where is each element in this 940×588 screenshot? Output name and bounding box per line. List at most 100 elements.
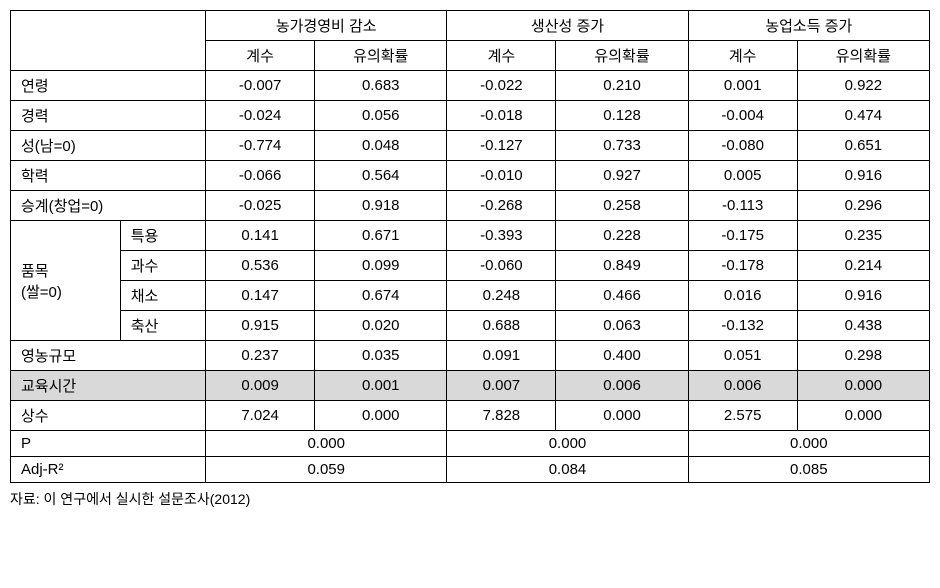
label-item-special: 특용 xyxy=(120,221,205,251)
subheader-sig-1: 유의확률 xyxy=(315,41,447,71)
cell: 0.237 xyxy=(206,341,315,371)
cell: 0.915 xyxy=(206,311,315,341)
label-item-group: 품목 (쌀=0) xyxy=(11,221,121,341)
cell: 0.916 xyxy=(797,161,929,191)
footnote: 자료: 이 연구에서 실시한 설문조사(2012) xyxy=(10,489,930,509)
cell: 0.001 xyxy=(315,371,447,401)
row-item-livestock: 축산 0.915 0.020 0.688 0.063 -0.132 0.438 xyxy=(11,311,930,341)
row-item-fruit: 과수 0.536 0.099 -0.060 0.849 -0.178 0.214 xyxy=(11,251,930,281)
row-item-veg: 채소 0.147 0.674 0.248 0.466 0.016 0.916 xyxy=(11,281,930,311)
cell: -0.774 xyxy=(206,131,315,161)
label-farm-scale: 영농규모 xyxy=(11,341,206,371)
label-item-livestock: 축산 xyxy=(120,311,205,341)
cell: 0.564 xyxy=(315,161,447,191)
cell: -0.007 xyxy=(206,71,315,101)
cell: 0.400 xyxy=(556,341,688,371)
cell: -0.393 xyxy=(447,221,556,251)
cell: 0.916 xyxy=(797,281,929,311)
cell: 0.466 xyxy=(556,281,688,311)
cell: 0.006 xyxy=(556,371,688,401)
cell: 0.296 xyxy=(797,191,929,221)
subheader-coef-1: 계수 xyxy=(206,41,315,71)
cell: 0.063 xyxy=(556,311,688,341)
subheader-coef-3: 계수 xyxy=(688,41,797,71)
cell: 0.006 xyxy=(688,371,797,401)
cell: -0.175 xyxy=(688,221,797,251)
label-constant: 상수 xyxy=(11,401,206,431)
cell: 0.214 xyxy=(797,251,929,281)
cell: 0.141 xyxy=(206,221,315,251)
cell: 0.000 xyxy=(315,401,447,431)
cell: -0.010 xyxy=(447,161,556,191)
subheader-sig-3: 유의확률 xyxy=(797,41,929,71)
row-succession: 승계(창업=0) -0.025 0.918 -0.268 0.258 -0.11… xyxy=(11,191,930,221)
cell: 0.248 xyxy=(447,281,556,311)
subheader-sig-2: 유의확률 xyxy=(556,41,688,71)
cell: 0.298 xyxy=(797,341,929,371)
cell: 0.085 xyxy=(688,457,929,483)
cell: -0.080 xyxy=(688,131,797,161)
cell: 0.733 xyxy=(556,131,688,161)
cell: -0.018 xyxy=(447,101,556,131)
cell: -0.025 xyxy=(206,191,315,221)
cell: 0.674 xyxy=(315,281,447,311)
cell: 0.000 xyxy=(797,401,929,431)
cell: -0.024 xyxy=(206,101,315,131)
cell: 0.009 xyxy=(206,371,315,401)
cell: 7.828 xyxy=(447,401,556,431)
cell: 0.020 xyxy=(315,311,447,341)
cell: -0.268 xyxy=(447,191,556,221)
cell: 0.007 xyxy=(447,371,556,401)
cell: -0.066 xyxy=(206,161,315,191)
cell: 0.005 xyxy=(688,161,797,191)
group-header-3: 농업소득 증가 xyxy=(688,11,929,41)
cell: 0.927 xyxy=(556,161,688,191)
cell: 0.128 xyxy=(556,101,688,131)
cell: 0.536 xyxy=(206,251,315,281)
label-edu: 학력 xyxy=(11,161,206,191)
cell: -0.004 xyxy=(688,101,797,131)
cell: 0.091 xyxy=(447,341,556,371)
cell: 0.051 xyxy=(688,341,797,371)
cell: 0.671 xyxy=(315,221,447,251)
cell: 0.258 xyxy=(556,191,688,221)
cell: -0.132 xyxy=(688,311,797,341)
label-item-fruit: 과수 xyxy=(120,251,205,281)
label-item-veg: 채소 xyxy=(120,281,205,311)
row-adjr2: Adj-R² 0.059 0.084 0.085 xyxy=(11,457,930,483)
cell: 0.000 xyxy=(688,431,929,457)
subheader-coef-2: 계수 xyxy=(447,41,556,71)
cell: 0.228 xyxy=(556,221,688,251)
group-header-2: 생산성 증가 xyxy=(447,11,688,41)
cell: 0.000 xyxy=(797,371,929,401)
row-farm-scale: 영농규모 0.237 0.035 0.091 0.400 0.051 0.298 xyxy=(11,341,930,371)
label-age: 연령 xyxy=(11,71,206,101)
row-age: 연령 -0.007 0.683 -0.022 0.210 0.001 0.922 xyxy=(11,71,930,101)
row-constant: 상수 7.024 0.000 7.828 0.000 2.575 0.000 xyxy=(11,401,930,431)
cell: 0.147 xyxy=(206,281,315,311)
cell: 0.688 xyxy=(447,311,556,341)
label-sex: 성(남=0) xyxy=(11,131,206,161)
cell: 0.035 xyxy=(315,341,447,371)
group-header-1: 농가경영비 감소 xyxy=(206,11,447,41)
cell: 0.099 xyxy=(315,251,447,281)
cell: 0.922 xyxy=(797,71,929,101)
cell: 0.084 xyxy=(447,457,688,483)
cell: 0.651 xyxy=(797,131,929,161)
label-training-time: 교육시간 xyxy=(11,371,206,401)
regression-table: 농가경영비 감소 생산성 증가 농업소득 증가 계수 유의확률 계수 유의확률 … xyxy=(10,10,930,483)
row-edu: 학력 -0.066 0.564 -0.010 0.927 0.005 0.916 xyxy=(11,161,930,191)
label-p: P xyxy=(11,431,206,457)
cell: 0.001 xyxy=(688,71,797,101)
cell: -0.178 xyxy=(688,251,797,281)
label-adjr2: Adj-R² xyxy=(11,457,206,483)
corner-cell xyxy=(11,11,206,71)
cell: -0.060 xyxy=(447,251,556,281)
header-row-1: 농가경영비 감소 생산성 증가 농업소득 증가 xyxy=(11,11,930,41)
cell: 0.210 xyxy=(556,71,688,101)
cell: -0.127 xyxy=(447,131,556,161)
cell: 0.683 xyxy=(315,71,447,101)
cell: 0.000 xyxy=(206,431,447,457)
cell: 0.438 xyxy=(797,311,929,341)
cell: 0.059 xyxy=(206,457,447,483)
